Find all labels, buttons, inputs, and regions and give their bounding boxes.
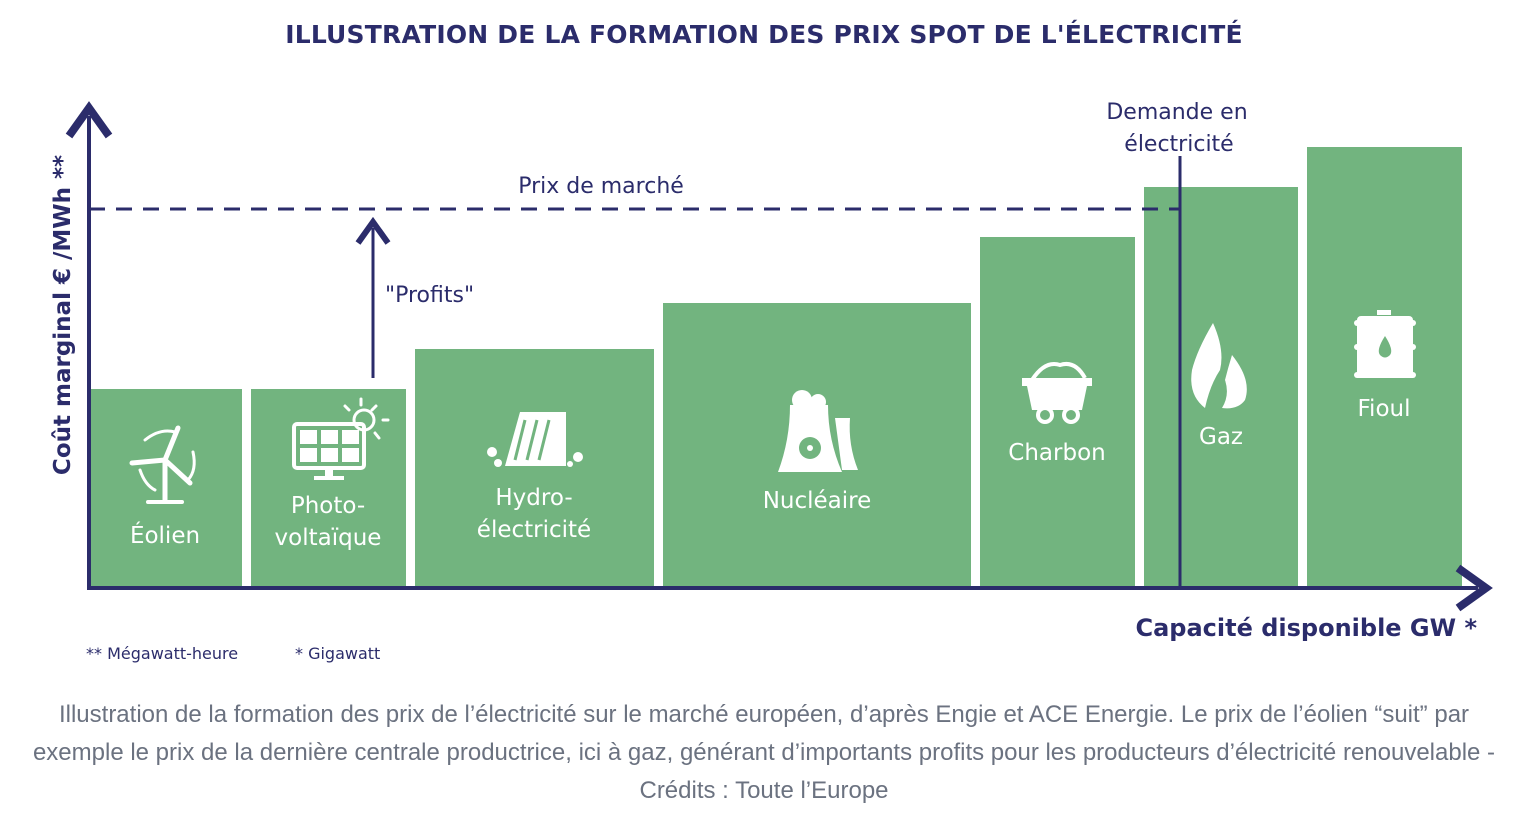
nuclear-plant-icon: [778, 390, 858, 472]
hydro-dam-icon: [487, 412, 583, 467]
y-axis-label: Coût marginal € /MWh **: [50, 155, 76, 475]
chart-title: ILLUSTRATION DE LA FORMATION DES PRIX SP…: [285, 20, 1243, 49]
coal-cart-icon: [1022, 361, 1092, 424]
oil-barrel-icon: [1354, 310, 1416, 378]
profits-label: "Profits": [385, 283, 474, 308]
demand-label-1: Demande en: [1106, 100, 1247, 125]
footnote-mwh: ** Mégawatt-heure: [86, 644, 238, 663]
demand-label-2: électricité: [1124, 132, 1233, 157]
x-axis-label: Capacité disponible GW *: [1135, 614, 1477, 642]
bar-label-hydro-2: électricité: [477, 517, 591, 543]
bar-label-photovoltaique-2: voltaïque: [275, 525, 382, 551]
bar-label-fioul: Fioul: [1358, 396, 1411, 422]
bar-label-eolien: Éolien: [130, 521, 200, 549]
bar-gaz: [1144, 187, 1298, 588]
merit-order-chart: Éolien Photo- voltaïque Hydro- électrici…: [50, 100, 1493, 663]
bar-label-nucleaire: Nucléaire: [763, 488, 872, 514]
wind-turbine-icon: [129, 425, 196, 504]
bar-label-charbon: Charbon: [1008, 440, 1105, 466]
bar-label-gaz: Gaz: [1199, 424, 1243, 450]
market-price-label: Prix de marché: [518, 174, 684, 199]
bar-label-photovoltaique-1: Photo-: [291, 493, 365, 519]
footnote-gw: * Gigawatt: [295, 644, 380, 663]
bar-hydroelectricite: [415, 349, 654, 588]
solar-panel-icon: [292, 397, 390, 480]
bar-label-hydro-1: Hydro-: [495, 485, 572, 511]
flame-icon: [1191, 323, 1247, 409]
bar-charbon: [980, 237, 1135, 588]
figure-caption: Illustration de la formation des prix de…: [32, 701, 1496, 804]
